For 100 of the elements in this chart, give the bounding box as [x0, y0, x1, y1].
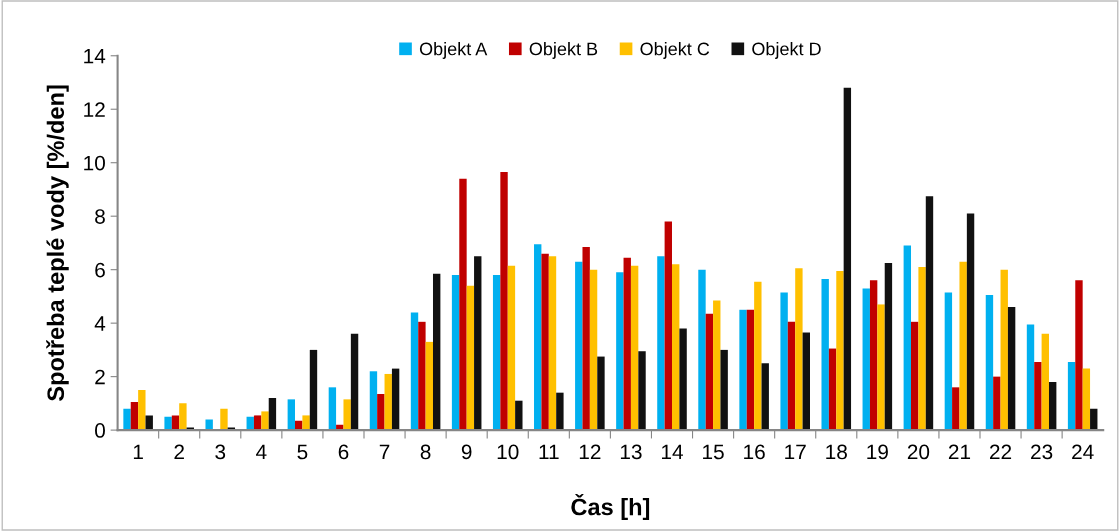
bar [391, 368, 400, 431]
y-axis-title: Spotřeba teplé vody [%/den] [46, 85, 69, 401]
bar [350, 333, 359, 431]
bar [1000, 269, 1008, 431]
bar [556, 392, 564, 431]
x-tick-label: 23 [1031, 444, 1053, 460]
x-tick-label: 22 [990, 444, 1012, 460]
legend-label: Objekt A [419, 42, 488, 59]
legend-label: Objekt D [752, 42, 821, 59]
legend-label: Objekt C [640, 42, 710, 59]
bar [869, 280, 878, 431]
x-tick-label: 1 [133, 444, 143, 460]
x-tick-label: 21 [948, 444, 971, 460]
bar [884, 262, 893, 431]
bar [630, 265, 639, 431]
bar [918, 267, 926, 431]
x-axis-title: Čas [h] [571, 493, 650, 521]
bar [1034, 361, 1042, 431]
bar [746, 309, 755, 431]
bar [384, 373, 392, 431]
bar [302, 415, 310, 431]
bar [589, 269, 598, 431]
x-tick-label: 11 [539, 444, 559, 460]
x-tick-label: 9 [461, 444, 472, 460]
bar [164, 416, 172, 431]
bar [1041, 333, 1049, 431]
x-tick-label: 16 [744, 444, 765, 460]
x-tick-label: 3 [215, 444, 226, 460]
bar [843, 87, 852, 431]
bar [459, 178, 467, 431]
x-tick-label: 7 [379, 444, 390, 460]
x-tick-label: 14 [662, 444, 683, 460]
bar [287, 399, 296, 431]
bar [309, 349, 318, 431]
bar [1048, 381, 1057, 431]
bar [253, 415, 262, 431]
x-tick-label: 15 [703, 444, 724, 460]
bar [616, 272, 624, 431]
bar [575, 261, 583, 431]
bar [761, 363, 769, 431]
x-tick-label: 18 [826, 444, 847, 460]
x-tick-label: 12 [579, 444, 601, 460]
bar [261, 411, 269, 431]
bar [534, 244, 542, 431]
y-tick-label: 10 [84, 155, 105, 171]
x-tick-label: 2 [174, 444, 184, 460]
bar [657, 256, 665, 431]
bar [179, 403, 187, 431]
bar [474, 256, 482, 431]
x-tick-label: 6 [338, 444, 349, 460]
y-tick-label: 6 [95, 262, 105, 278]
bar [903, 245, 912, 431]
bar [343, 399, 351, 431]
legend-label: Objekt B [529, 42, 598, 59]
bar [638, 351, 646, 431]
bar [985, 295, 994, 431]
bar [1007, 307, 1016, 431]
bar [369, 371, 378, 431]
bar [821, 279, 829, 431]
y-tick-label: 8 [95, 209, 105, 224]
bar [220, 408, 228, 431]
bar [451, 275, 460, 431]
x-tick-label: 8 [420, 444, 431, 460]
bar [925, 196, 934, 431]
bar [597, 356, 605, 431]
bar [1026, 324, 1035, 431]
y-tick-label: 14 [84, 48, 106, 64]
bar [664, 221, 672, 431]
bar [268, 398, 277, 431]
bar [145, 415, 153, 431]
bar [802, 332, 810, 431]
bar [500, 172, 508, 431]
bar [123, 408, 131, 431]
bar [130, 402, 139, 431]
x-tick-label: 4 [256, 444, 267, 460]
bar [541, 253, 549, 431]
bar [836, 271, 844, 431]
bar [432, 273, 441, 431]
x-tick-label: 24 [1072, 444, 1094, 460]
y-tick-label: 2 [95, 369, 105, 385]
bar [548, 256, 557, 431]
x-tick-label: 17 [785, 444, 806, 460]
bar [754, 281, 762, 431]
bar [993, 376, 1001, 431]
bar [507, 265, 516, 431]
bar [205, 419, 213, 431]
bar [1067, 361, 1076, 431]
bar [713, 300, 721, 431]
x-tick-label: 10 [497, 444, 519, 460]
bar [492, 275, 501, 431]
bar [425, 341, 433, 431]
bar [877, 304, 885, 431]
bar [862, 288, 870, 431]
bar [952, 387, 960, 431]
bar [944, 292, 953, 431]
bar [138, 390, 146, 431]
bar [410, 312, 419, 431]
bar [466, 285, 475, 431]
bar [959, 261, 967, 431]
bar [780, 292, 788, 431]
